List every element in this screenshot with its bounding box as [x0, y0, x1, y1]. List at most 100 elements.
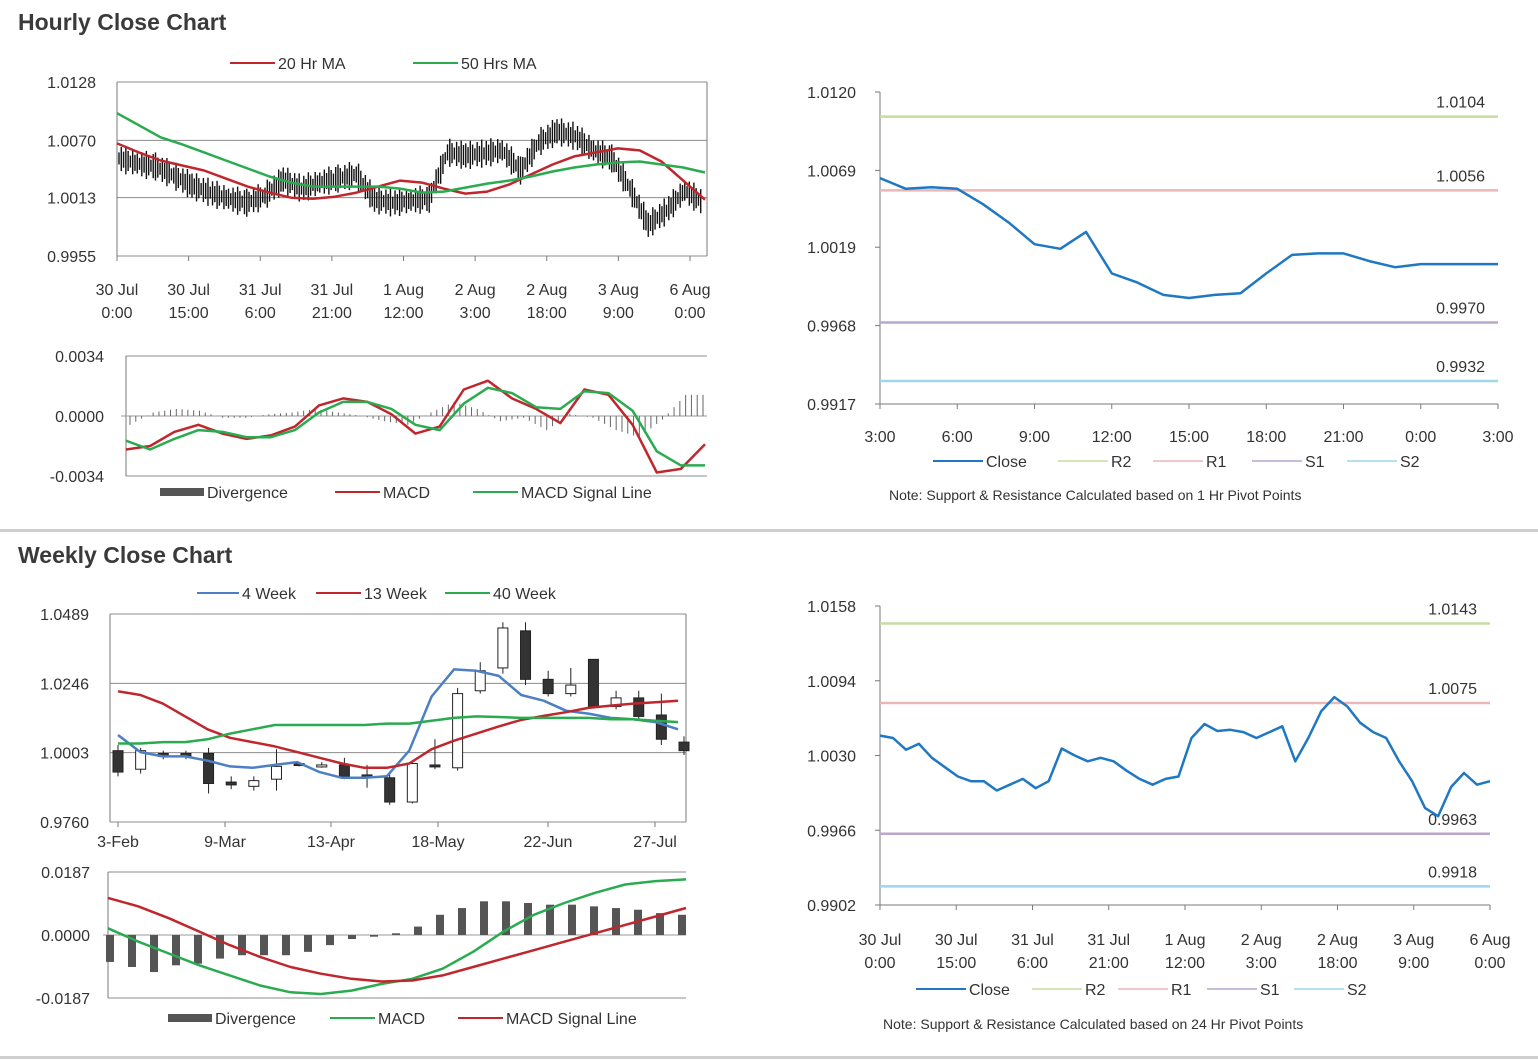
weekly-sr-y-tick-3: 0.9966: [807, 823, 856, 840]
weekly-sr-y-tick-4: 0.9902: [807, 898, 856, 915]
hourly-sr-y-tick-2: 1.0019: [807, 240, 856, 257]
weekly-macd-y-tick-1: 0.0000: [41, 928, 90, 945]
hourly-price-legend-ma20-label: 20 Hr MA: [278, 56, 346, 73]
hourly-price-x-tick-date: 6 Aug: [670, 282, 711, 299]
weekly-macd-series-signal: [107, 896, 687, 983]
weekly-price-candle-body: [270, 765, 282, 780]
weekly-macd-divergence-bar: [436, 914, 444, 935]
hourly-sr-level-label-r1: 1.0056: [1436, 168, 1485, 185]
hourly-sr-y-tick-4: 0.9917: [807, 397, 856, 414]
weekly-macd-divergence-bar: [546, 904, 554, 935]
weekly-price-candle-body: [520, 630, 532, 680]
weekly-price-legend-40week-label: 40 Week: [493, 586, 557, 603]
weekly-price-candle-body: [316, 764, 328, 768]
weekly-price-x-tick: 27-Jul: [633, 834, 677, 851]
hourly-price-x-tick-time: 0:00: [101, 305, 132, 322]
hourly-price-x-tick-time: 12:00: [383, 305, 423, 322]
weekly-sr-x-tick-date: 31 Jul: [1011, 932, 1054, 949]
hourly-section-title: Hourly Close Chart: [18, 9, 227, 35]
weekly-macd-divergence-bar: [172, 935, 180, 966]
weekly-macd-divergence-bar: [480, 901, 488, 935]
weekly-sr-legend-s1-label: S1: [1260, 982, 1280, 999]
weekly-price-candle-body: [655, 714, 667, 740]
weekly-sr-y-tick-2: 1.0030: [807, 749, 856, 766]
weekly-macd-divergence-bar: [678, 914, 686, 935]
weekly-macd-divergence-bar: [590, 906, 598, 935]
weekly-macd-y-tick-2: -0.0187: [36, 991, 90, 1008]
hourly-price-series-ma50: [116, 112, 706, 194]
weekly-macd-divergence-bar: [128, 935, 136, 968]
weekly-macd-divergence-bar: [414, 926, 422, 935]
hourly-macd-legend-divergence-label: Divergence: [207, 485, 288, 502]
weekly-sr-x-tick-time: 9:00: [1398, 955, 1429, 972]
weekly-price-candle-body: [225, 781, 237, 786]
weekly-sr-level-label-s1: 0.9963: [1428, 812, 1477, 829]
weekly-sr-x-tick-time: 6:00: [1017, 955, 1048, 972]
weekly-price-y-tick-1: 1.0246: [40, 676, 89, 693]
weekly-macd-divergence-bar: [216, 935, 224, 959]
weekly-price-candle-body: [497, 627, 509, 669]
weekly-price-candle-body: [565, 684, 577, 695]
hourly-sr-y-tick-1: 1.0069: [807, 163, 856, 180]
hourly-price-y-tick-2: 1.0013: [47, 191, 96, 208]
weekly-price-x-tick: 3-Feb: [97, 834, 139, 851]
weekly-price-candle-body: [384, 777, 396, 803]
hourly-price-x-tick-date: 31 Jul: [239, 282, 282, 299]
hourly-sr-note: Note: Support & Resistance Calculated ba…: [889, 487, 1301, 503]
weekly-price-candle-body: [338, 764, 350, 777]
weekly-price-candle-body: [248, 780, 260, 787]
hourly-price-series-ma20: [116, 142, 706, 201]
weekly-sr-x-tick-date: 1 Aug: [1165, 932, 1206, 949]
weekly-price-x-tick: 18-May: [411, 834, 464, 851]
weekly-sr-x-tick-date: 30 Jul: [935, 932, 978, 949]
weekly-price-series-w13: [117, 690, 679, 770]
hourly-price-x-tick-time: 15:00: [169, 305, 209, 322]
weekly-price-candle-body: [429, 764, 441, 768]
weekly-sr-x-tick-time: 0:00: [1474, 955, 1505, 972]
weekly-price-legend-4week-label: 4 Week: [242, 586, 297, 603]
hourly-sr-x-tick: 6:00: [942, 429, 973, 446]
weekly-sr-legend-close-label: Close: [969, 982, 1010, 999]
hourly-sr-legend-s1-label: S1: [1305, 454, 1325, 471]
hourly-price-x-tick-time: 6:00: [245, 305, 276, 322]
hourly-sr-x-tick: 18:00: [1246, 429, 1286, 446]
weekly-macd-divergence-bar: [656, 913, 664, 935]
weekly-sr-legend-r1-label: R1: [1171, 982, 1192, 999]
weekly-macd-divergence-bar: [150, 935, 158, 973]
hourly-macd-series-signal: [125, 386, 705, 467]
section-divider-bottom: [0, 1056, 1538, 1059]
weekly-price-candle-body: [452, 693, 464, 769]
weekly-price-x-tick: 9-Mar: [204, 834, 246, 851]
hourly-sr-y-tick-3: 0.9968: [807, 319, 856, 336]
weekly-macd-legend-signal-label: MACD Signal Line: [506, 1011, 637, 1028]
hourly-sr-level-label-r2: 1.0104: [1436, 95, 1485, 112]
hourly-price-x-tick-date: 2 Aug: [455, 282, 496, 299]
weekly-sr-level-label-r1: 1.0075: [1428, 681, 1477, 698]
hourly-sr-x-tick: 21:00: [1323, 429, 1363, 446]
hourly-price-x-tick-time: 21:00: [312, 305, 352, 322]
weekly-sr-x-tick-date: 3 Aug: [1393, 932, 1434, 949]
hourly-sr-legend-close-label: Close: [986, 454, 1027, 471]
hourly-price-legend-ma50-label: 50 Hrs MA: [461, 56, 537, 73]
hourly-sr-x-tick: 3:00: [864, 429, 895, 446]
weekly-sr-level-label-r2: 1.0143: [1428, 602, 1477, 619]
hourly-price-x-tick-date: 30 Jul: [96, 282, 139, 299]
weekly-price-candle-body: [587, 658, 599, 707]
weekly-price-y-tick-2: 1.0003: [40, 746, 89, 763]
weekly-sr-close-line: [879, 695, 1491, 818]
hourly-sr-legend-r1-label: R1: [1206, 454, 1227, 471]
weekly-price-candle-body: [406, 763, 418, 803]
hourly-price-x-tick-date: 30 Jul: [167, 282, 210, 299]
weekly-sr-x-tick-time: 3:00: [1246, 955, 1277, 972]
weekly-macd-legend-divergence-label: Divergence: [215, 1011, 296, 1028]
section-divider-top: [0, 529, 1538, 532]
weekly-macd-y-tick-0: 0.0187: [41, 865, 90, 882]
hourly-price-x-tick-time: 0:00: [674, 305, 705, 322]
weekly-macd-divergence-bar: [392, 933, 400, 935]
weekly-price-candle-body: [542, 678, 554, 695]
weekly-sr-y-tick-0: 1.0158: [807, 599, 856, 616]
weekly-sr-x-tick-date: 2 Aug: [1241, 932, 1282, 949]
hourly-macd-legend-signal-label: MACD Signal Line: [521, 485, 652, 502]
hourly-sr-level-label-s1: 0.9970: [1436, 301, 1485, 318]
